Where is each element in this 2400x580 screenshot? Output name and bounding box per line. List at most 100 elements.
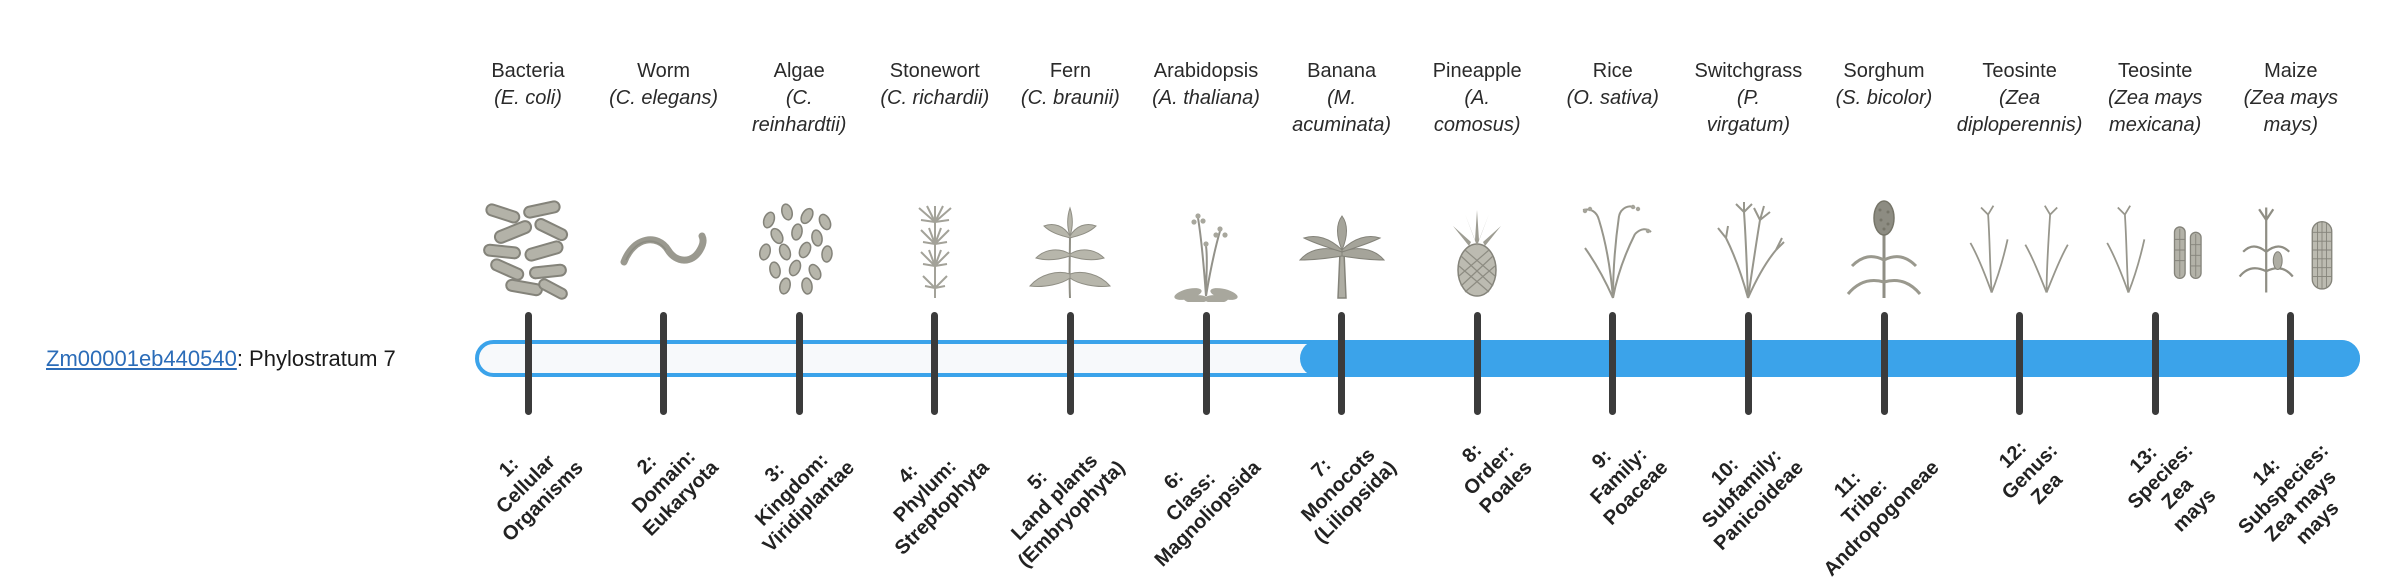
stratum-level-label: 3: Kingdom: Viridiplantae <box>750 449 859 557</box>
organism-label: Banana (M. acuminata) <box>1261 58 1423 139</box>
organism-label: Bacteria (E. coli) <box>447 58 609 112</box>
organism-label: Worm (C. elegans) <box>583 58 745 112</box>
organism-label: Rice (O. sativa) <box>1532 58 1694 112</box>
gene-label: Zm00001eb440540: Phylostratum 7 <box>46 346 396 372</box>
stratum-column: Teosinte (Zea diploperennis) 12: Genus: … <box>1945 0 2095 580</box>
algae-icon <box>724 176 874 302</box>
stratum-column: Switchgrass (P. virgatum) 10: Subfamily:… <box>1673 0 1823 580</box>
organism-common-name: Teosinte <box>1982 60 2057 82</box>
stratum-tick <box>2016 312 2024 415</box>
stratum-column: Sorghum (S. bicolor) 11: Tribe: Andropog… <box>1809 0 1959 580</box>
stratum-tick <box>1880 312 1888 415</box>
stratum-tick <box>1066 312 1074 415</box>
organism-common-name: Switchgrass <box>1694 60 1803 82</box>
fern-icon <box>995 176 1145 302</box>
stratum-tick <box>2287 312 2295 415</box>
stratum-level-label: 2: Domain: Eukaryota <box>627 445 723 541</box>
stratum-tick <box>1609 312 1617 415</box>
stratum-level-label: 12: Genus: Zea <box>1994 436 2067 509</box>
organism-label: Maize (Zea mays mays) <box>2210 58 2372 139</box>
stratum-tick <box>1202 312 1210 415</box>
stratum-level-label: 6: Class: Magnoliopsida <box>1150 456 1266 572</box>
organism-label: Sorghum (S. bicolor) <box>1803 58 1965 112</box>
pineapple-icon <box>1402 176 1552 302</box>
teosinte-mexicana-icon <box>2080 176 2230 302</box>
organism-scientific-name: (E. coli) <box>494 87 562 109</box>
organism-common-name: Teosinte <box>2117 60 2193 82</box>
organism-scientific-name: (M. acuminata) <box>1292 87 1392 136</box>
organism-label: Stonewort (C. richardii) <box>854 58 1016 112</box>
gene-link[interactable]: Zm00001eb440540 <box>46 346 237 371</box>
stratum-level-label: 14: Subspecies: Zea mays mays <box>2234 439 2344 549</box>
stratum-column: Banana (M. acuminata) 7: Monocots (Lilio… <box>1267 0 1417 580</box>
stratum-level-label: 7: Monocots (Liliopsida) <box>1297 444 1401 548</box>
stratum-column: Pineapple (A. comosus) 8: Order: Poales <box>1402 0 1552 580</box>
stratum-column: Rice (O. sativa) 9: Family: Poaceae <box>1538 0 1688 580</box>
stratum-tick <box>795 312 803 415</box>
teosinte-diploperennis-icon <box>1945 176 2095 302</box>
organism-scientific-name: (S. bicolor) <box>1835 87 1933 109</box>
organism-label: Arabidopsis (A. thaliana) <box>1125 58 1287 112</box>
organism-label: Fern (C. braunii) <box>989 58 1151 112</box>
stratum-tick <box>1338 312 1346 415</box>
rice-icon <box>1538 176 1688 302</box>
stratum-column: Bacteria (E. coli) 1: Cellular Organisms <box>453 0 603 580</box>
organism-common-name: Worm <box>637 60 691 82</box>
organism-scientific-name: (Zea mays mays) <box>2243 87 2339 136</box>
stratum-tick <box>931 312 939 415</box>
organism-common-name: Stonewort <box>889 60 980 82</box>
stratum-column: Fern (C. braunii) 5: Land plants (Embryo… <box>995 0 1145 580</box>
stratum-level-label: 11: Tribe: Andropogoneae <box>1819 456 1944 580</box>
organism-label: Switchgrass (P. virgatum) <box>1667 58 1829 139</box>
stratum-level-label: 10: Subfamily: Panicoideae <box>1697 444 1808 555</box>
organism-scientific-name: (A. thaliana) <box>1152 87 1260 109</box>
organism-common-name: Rice <box>1592 60 1633 82</box>
organism-common-name: Maize <box>2264 60 2318 82</box>
gene-phylostratum-text: : Phylostratum 7 <box>236 346 396 371</box>
bacteria-icon <box>453 176 603 302</box>
organism-common-name: Bacteria <box>491 60 565 82</box>
stratum-level-label: 8: Order: Poales <box>1457 439 1537 518</box>
stratum-level-label: 9: Family: Poaceae <box>1586 443 1673 530</box>
stonewort-icon <box>860 176 1010 302</box>
organism-common-name: Algae <box>773 60 825 82</box>
organism-common-name: Banana <box>1307 60 1377 82</box>
organism-scientific-name: (Zea mays mexicana) <box>2107 87 2203 136</box>
organism-common-name: Sorghum <box>1843 60 1925 82</box>
arabidopsis-icon <box>1131 176 1281 302</box>
stratum-column: Stonewort (C. richardii) 4: Phylum: Stre… <box>860 0 1010 580</box>
organism-common-name: Fern <box>1049 60 1091 82</box>
stratum-tick <box>1744 312 1752 415</box>
switchgrass-icon <box>1673 176 1823 302</box>
maize-icon <box>2216 176 2366 302</box>
stratum-column: Algae (C. reinhardtii) 3: Kingdom: Virid… <box>724 0 874 580</box>
stratum-column: Arabidopsis (A. thaliana) 6: Class: Magn… <box>1131 0 1281 580</box>
stratum-column: Maize (Zea mays mays) 14: Subspecies: Ze… <box>2216 0 2366 580</box>
stratum-column: Teosinte (Zea mays mexicana) 13: Species… <box>2080 0 2230 580</box>
banana-icon <box>1267 176 1417 302</box>
stratum-tick <box>524 312 532 415</box>
stratum-tick <box>1473 312 1481 415</box>
stratum-level-label: 13: Species: Zea mays <box>2123 439 2221 537</box>
organism-scientific-name: (C. elegans) <box>609 87 719 109</box>
stratum-level-label: 5: Land plants (Embryophyta) <box>1007 449 1130 572</box>
organism-scientific-name: (A. comosus) <box>1433 87 1521 136</box>
organism-scientific-name: (C. braunii) <box>1020 87 1120 109</box>
organism-scientific-name: (C. reinhardtii) <box>751 87 847 136</box>
organism-common-name: Arabidopsis <box>1153 60 1259 82</box>
stratum-tick <box>660 312 668 415</box>
organism-label: Teosinte (Zea diploperennis) <box>1939 58 2101 139</box>
stratum-column: Worm (C. elegans) 2: Domain: Eukaryota <box>589 0 739 580</box>
stratum-level-label: 1: Cellular Organisms <box>491 450 588 547</box>
organism-scientific-name: (C. richardii) <box>880 87 990 109</box>
organism-label: Teosinte (Zea mays mexicana) <box>2074 58 2236 139</box>
sorghum-icon <box>1809 176 1959 302</box>
organism-scientific-name: (Zea diploperennis) <box>1956 87 2083 136</box>
organism-label: Pineapple (A. comosus) <box>1396 58 1558 139</box>
organism-label: Algae (C. reinhardtii) <box>718 58 880 139</box>
organism-scientific-name: (O. sativa) <box>1566 87 1659 109</box>
stratum-tick <box>2151 312 2159 415</box>
stratum-level-label: 4: Phylum: Streptophyta <box>889 455 995 560</box>
organism-scientific-name: (P. virgatum) <box>1706 87 1791 136</box>
